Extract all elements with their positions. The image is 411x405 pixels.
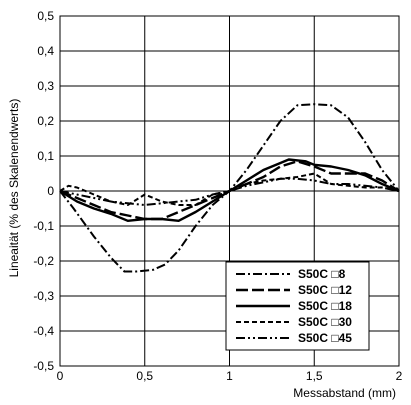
legend-label-1: S50C □8 (298, 267, 346, 281)
tick-labels: 0 0,5 1 1,5 2 0,5 0,4 0,3 0,2 0,1 0 -0,1 -0,2 -0,3 -0,… (33, 9, 402, 383)
y-tick-label: 0 (47, 184, 54, 198)
y-tick-label: -0,1 (33, 219, 54, 233)
series-line-1 (59, 103, 400, 273)
legend-label-2: S50C □12 (298, 283, 352, 297)
x-tick-label: 1 (226, 369, 233, 383)
y-tick-label: -0,3 (33, 289, 54, 303)
series-layer (59, 103, 400, 273)
y-tick-label: 0,5 (37, 9, 54, 23)
legend: S50C □8 S50C □12 S50C □18 S50C □30 S50C □45 (225, 261, 370, 351)
series-line-4 (59, 172, 400, 206)
y-tick-label: 0,1 (37, 149, 54, 163)
y-tick-label: 0,4 (37, 44, 54, 58)
y-tick-label: -0,5 (33, 359, 54, 373)
y-tick-label: 0,3 (37, 79, 54, 93)
x-tick-label: 1,5 (306, 369, 323, 383)
series-line-5 (59, 177, 400, 206)
x-tick-label: 0 (57, 369, 64, 383)
y-tick-label: -0,2 (33, 254, 54, 268)
legend-label-5: S50C □45 (298, 331, 352, 345)
legend-label-3: S50C □18 (298, 299, 352, 313)
x-tick-label: 2 (396, 369, 403, 383)
series-line-3 (59, 158, 400, 223)
legend-label-4: S50C □30 (298, 315, 352, 329)
y-tick-label: -0,4 (33, 324, 54, 338)
x-tick-label: 0,5 (136, 369, 153, 383)
y-tick-label: 0,2 (37, 114, 54, 128)
y-axis-label: Lineaität (% des Skalenendwerts) (7, 99, 21, 278)
plot-frame (59, 15, 400, 367)
x-axis-label: Messabstand (mm) (293, 386, 396, 400)
